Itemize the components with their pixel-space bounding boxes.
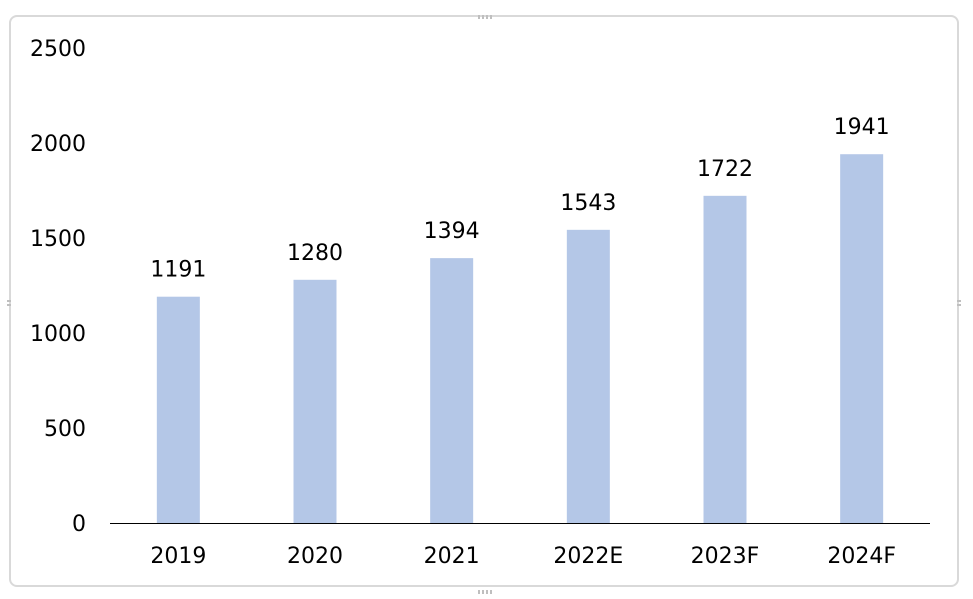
x-tick-label-2024f: 2024F bbox=[827, 544, 896, 569]
data-label-2020: 1280 bbox=[287, 241, 343, 266]
bar-2019[interactable] bbox=[156, 296, 200, 523]
bar-2021[interactable] bbox=[430, 258, 474, 523]
x-tick-label-2022e: 2022E bbox=[553, 544, 623, 569]
data-label-2019: 1191 bbox=[150, 258, 206, 283]
resize-handle-left[interactable] bbox=[7, 298, 11, 306]
x-tick-label-2021: 2021 bbox=[424, 544, 480, 569]
x-tick-label-2019: 2019 bbox=[150, 544, 206, 569]
bar-2022e[interactable] bbox=[566, 229, 610, 523]
data-label-2024f: 1941 bbox=[834, 115, 890, 140]
data-label-2023f: 1722 bbox=[697, 157, 753, 182]
x-tick-label-2020: 2020 bbox=[287, 544, 343, 569]
x-tick-label-2023f: 2023F bbox=[691, 544, 760, 569]
resize-handle-top[interactable] bbox=[478, 15, 492, 19]
data-label-2022e: 1543 bbox=[560, 191, 616, 216]
resize-handle-right[interactable] bbox=[957, 298, 961, 306]
bar-2023f[interactable] bbox=[703, 195, 747, 523]
bar-2024f[interactable] bbox=[840, 154, 884, 523]
data-label-2021: 1394 bbox=[424, 219, 480, 244]
resize-handle-bottom[interactable] bbox=[478, 590, 492, 594]
bars-group bbox=[156, 154, 884, 523]
y-tick-label: 1500 bbox=[30, 227, 86, 252]
y-tick-label: 1000 bbox=[30, 322, 86, 347]
bar-2020[interactable] bbox=[293, 279, 337, 523]
y-axis-ticks: 0 500 1000 1500 2000 2500 bbox=[30, 37, 86, 537]
x-axis-labels: 2019 2020 2021 2022E 2023F 2024F bbox=[150, 544, 896, 569]
y-tick-label: 0 bbox=[72, 512, 86, 537]
data-labels-group: 1191 1280 1394 1543 1722 1941 bbox=[150, 115, 889, 282]
y-tick-label: 500 bbox=[44, 417, 86, 442]
y-tick-label: 2000 bbox=[30, 132, 86, 157]
y-tick-label: 2500 bbox=[30, 37, 86, 62]
